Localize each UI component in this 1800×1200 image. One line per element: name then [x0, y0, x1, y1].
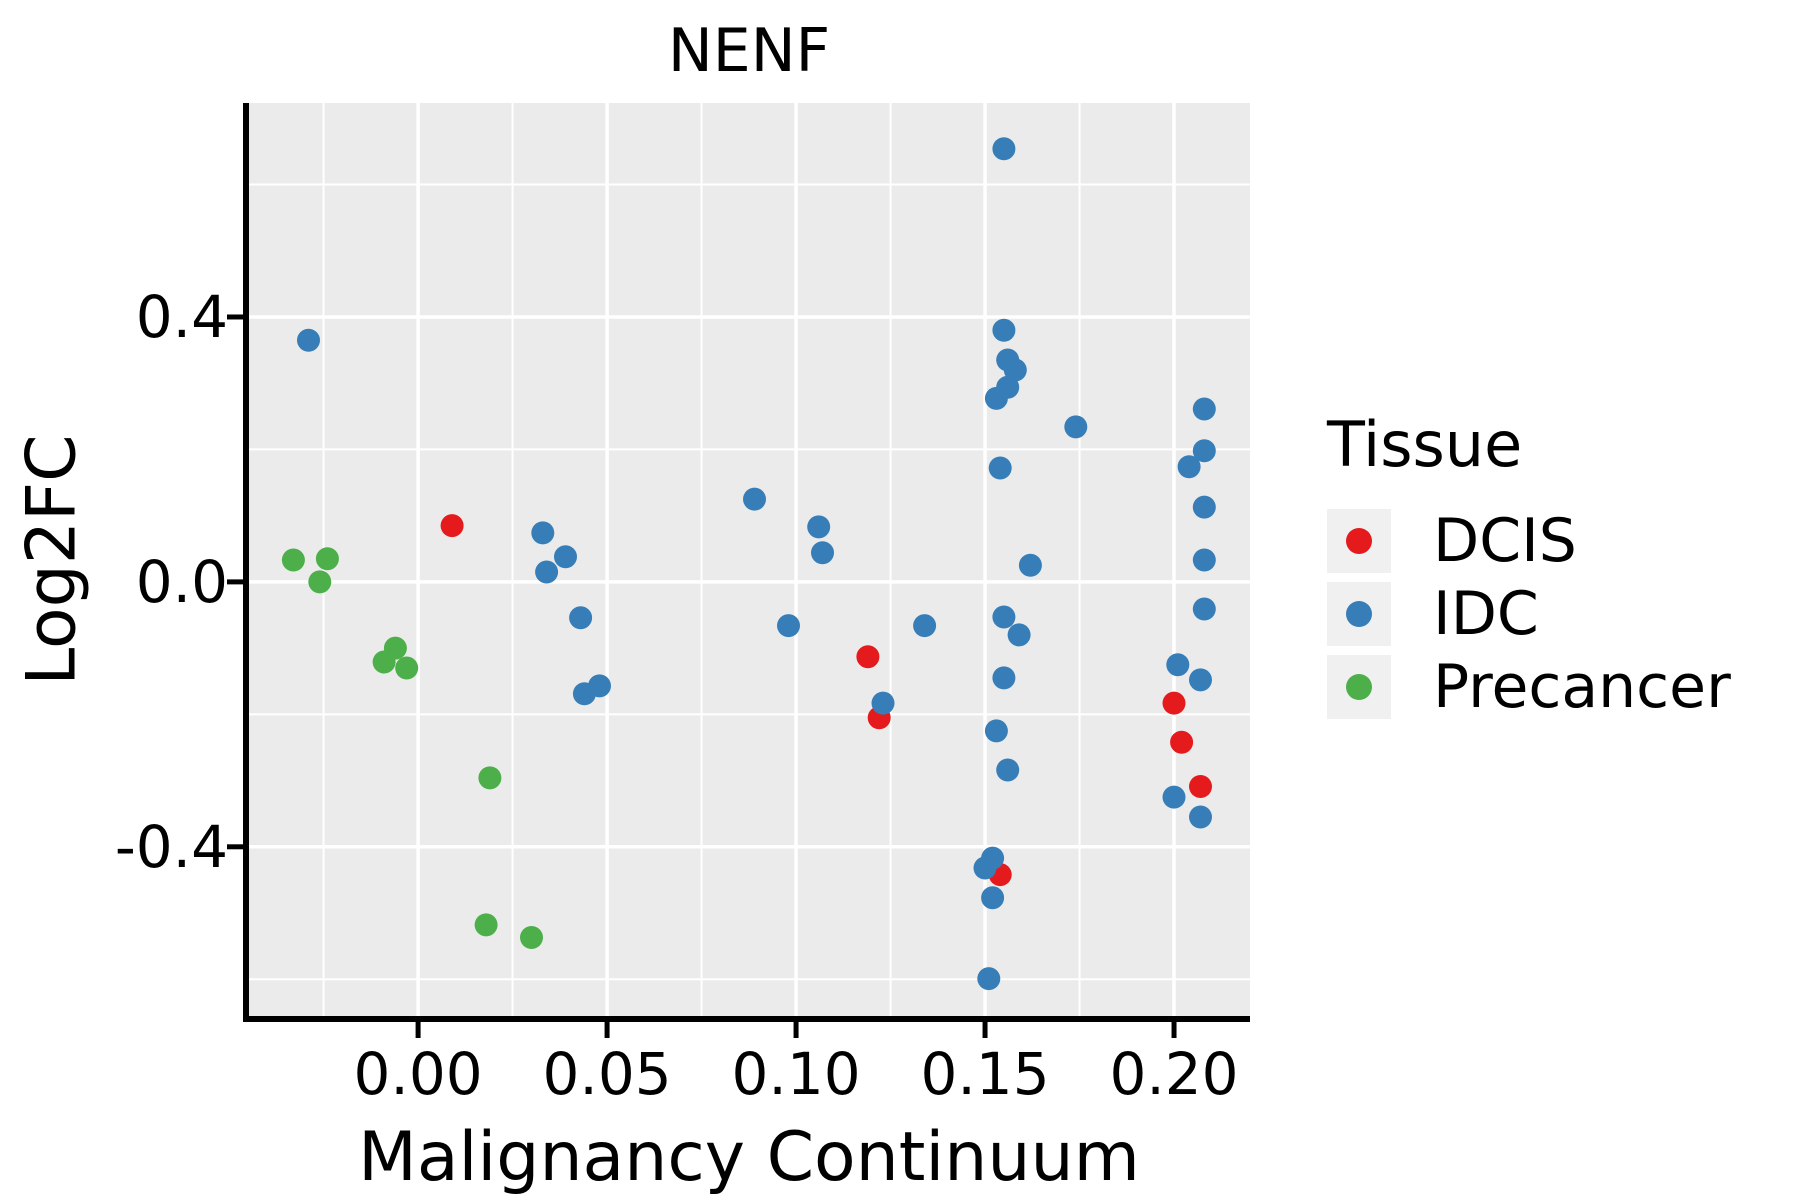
data-point-idc: [743, 487, 766, 511]
data-point-precancer: [315, 547, 339, 571]
data-point-dcis: [1170, 730, 1194, 754]
data-point-idc: [1064, 415, 1088, 439]
legend-item-label: Precancer: [1433, 652, 1731, 722]
data-point-precancer: [474, 913, 498, 937]
data-point-idc: [984, 386, 1008, 410]
x-tick-label: 0.15: [920, 1040, 1050, 1108]
legend-item-label: DCIS: [1433, 506, 1577, 576]
data-point-idc: [996, 758, 1020, 782]
data-point-idc: [1189, 805, 1212, 829]
data-point-dcis: [440, 514, 464, 538]
data-point-idc: [807, 515, 831, 539]
data-point-idc: [1192, 548, 1216, 572]
plot-panel: [248, 103, 1250, 1017]
legend-key: [1327, 509, 1391, 573]
data-point-idc: [1166, 653, 1190, 677]
data-point-idc: [1189, 668, 1212, 692]
data-point-idc: [981, 886, 1005, 910]
y-tick-label: 0.4: [135, 282, 228, 351]
data-point-idc: [992, 605, 1016, 629]
data-point-precancer: [520, 926, 543, 949]
precancer-dot-icon: [1346, 674, 1372, 700]
x-tick-label: 0.05: [542, 1040, 672, 1108]
data-point-idc: [1003, 358, 1027, 382]
data-point-idc: [1162, 785, 1186, 809]
data-point-idc: [992, 137, 1016, 161]
data-point-idc: [777, 614, 800, 638]
x-tick-label: 0.00: [353, 1040, 483, 1108]
data-point-precancer: [372, 650, 396, 674]
legend-title: Tissue: [1327, 408, 1523, 481]
data-point-idc: [871, 691, 895, 715]
data-point-idc: [569, 606, 593, 630]
data-point-idc: [1192, 397, 1216, 421]
y-axis-title: Log2FC: [12, 434, 92, 686]
data-point-idc: [554, 545, 577, 569]
legend: Tissue DCIS IDC Precancer: [1327, 408, 1731, 728]
data-point-idc: [1018, 553, 1042, 577]
data-point-dcis: [856, 645, 880, 669]
data-point-idc: [535, 560, 559, 584]
legend-item-idc: IDC: [1327, 579, 1731, 649]
legend-item-precancer: Precancer: [1327, 652, 1731, 722]
data-point-idc: [988, 456, 1012, 480]
legend-key: [1327, 655, 1391, 719]
idc-dot-icon: [1346, 601, 1372, 627]
data-point-idc: [1192, 597, 1216, 621]
data-point-dcis: [1189, 775, 1212, 798]
data-point-dcis: [1162, 691, 1186, 715]
data-point-precancer: [308, 570, 332, 594]
data-point-idc: [973, 856, 997, 880]
data-point-precancer: [478, 766, 502, 790]
x-tick-label: 0.10: [731, 1040, 861, 1108]
data-point-precancer: [281, 548, 305, 572]
legend-item-dcis: DCIS: [1327, 506, 1731, 576]
data-point-idc: [1192, 495, 1216, 519]
data-point-idc: [297, 328, 320, 352]
chart-title: NENF: [667, 16, 831, 86]
data-point-idc: [977, 967, 1001, 991]
data-point-idc: [531, 521, 555, 545]
data-point-idc: [572, 682, 596, 706]
y-tick-label: -0.4: [114, 812, 228, 881]
data-point-idc: [1192, 439, 1216, 463]
dcis-dot-icon: [1346, 528, 1372, 554]
y-tick-label: 0.0: [135, 547, 228, 616]
data-point-idc: [984, 719, 1008, 743]
legend-item-label: IDC: [1433, 579, 1539, 649]
data-point-idc: [992, 666, 1016, 690]
x-axis-title: Malignancy Continuum: [358, 1118, 1140, 1197]
data-point-idc: [913, 614, 937, 638]
data-point-precancer: [395, 656, 419, 680]
x-tick-label: 0.20: [1109, 1040, 1239, 1108]
data-point-idc: [992, 318, 1016, 342]
data-point-idc: [1177, 455, 1201, 479]
data-point-idc: [811, 541, 834, 565]
data-point-idc: [1007, 623, 1031, 647]
legend-key: [1327, 582, 1391, 646]
